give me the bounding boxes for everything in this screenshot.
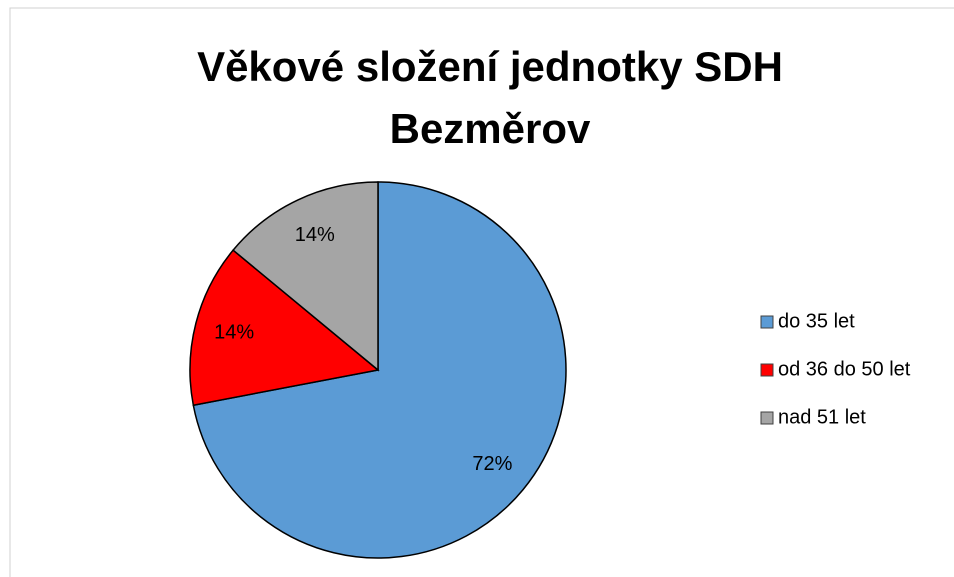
chart-border (9, 7, 954, 577)
legend-label: do 35 let (778, 310, 855, 332)
data-label: 14% (214, 321, 254, 343)
pie-slice (189, 249, 380, 407)
legend-label: nad 51 let (778, 406, 866, 428)
pie-slice (192, 181, 567, 559)
legend-swatch (760, 315, 774, 329)
data-label: 14% (295, 224, 335, 246)
chart-title: Věkové složení jednotky SDH Bezměrov (197, 43, 783, 152)
legend-swatch (760, 363, 774, 377)
pie-slice (232, 181, 379, 372)
legend-label: od 36 do 50 let (778, 358, 911, 380)
data-label: 72% (472, 453, 512, 475)
legend-swatch (760, 411, 774, 425)
